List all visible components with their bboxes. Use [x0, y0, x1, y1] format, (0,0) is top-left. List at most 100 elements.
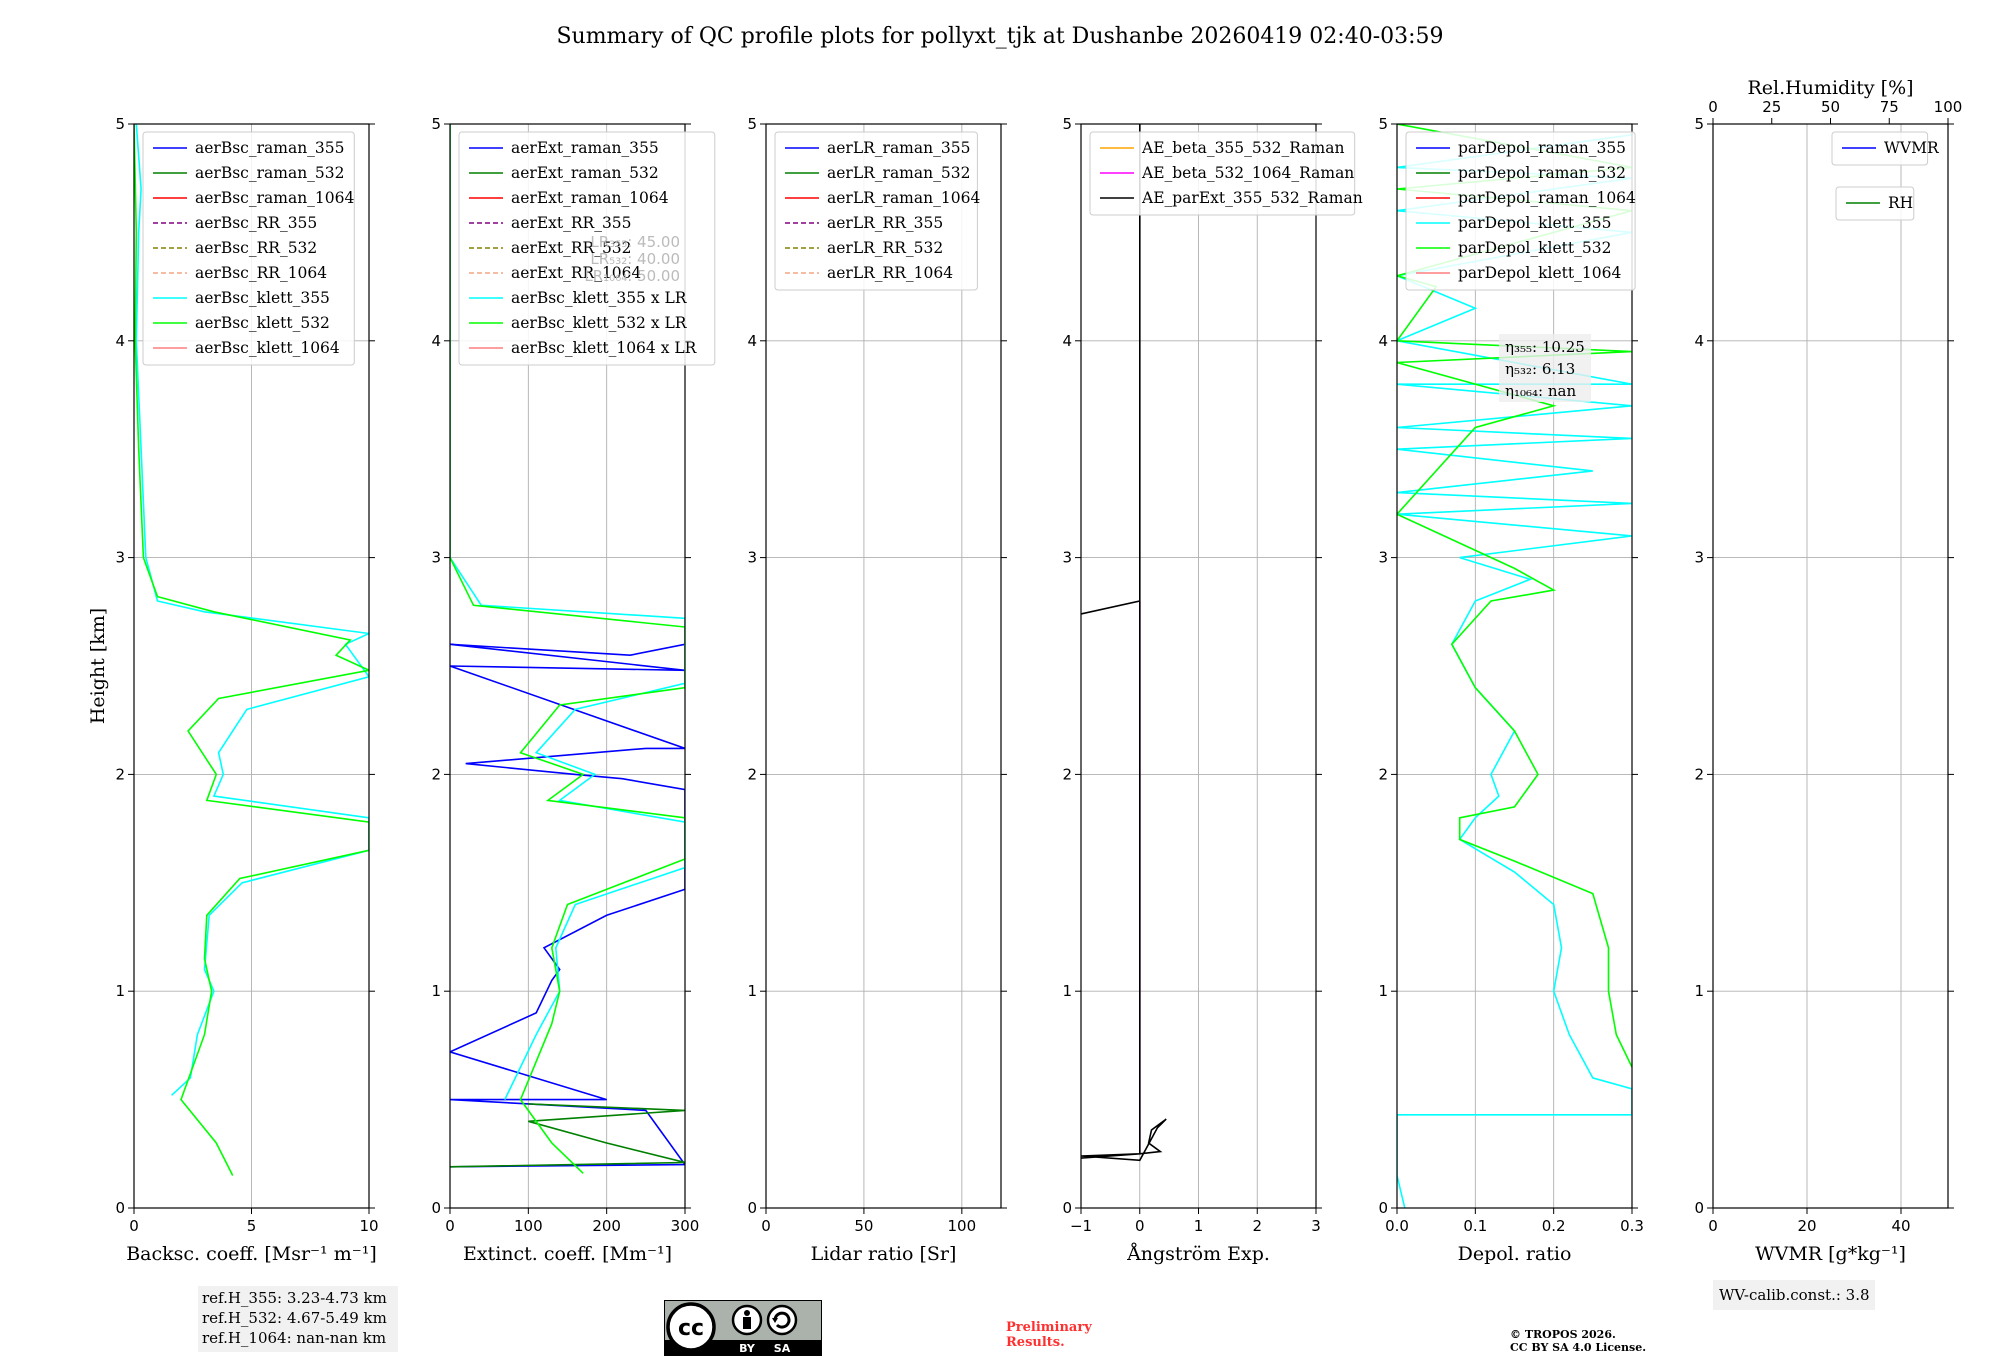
legend-label: WVMR: [1884, 139, 1940, 157]
y-tick-label: 3: [115, 549, 125, 567]
eta-note: η₁₀₆₄: nan: [1505, 382, 1576, 400]
legend-depol: parDepol_raman_355 parDepol_raman_532 parD…: [1405, 131, 1636, 291]
y-tick-label: 0: [431, 1199, 441, 1217]
legend-box: [1089, 131, 1356, 216]
x2-tick-label: 0: [1708, 98, 1718, 116]
y-tick-label: 1: [1694, 982, 1704, 1000]
legend-box: [458, 131, 716, 366]
x-axis-label: Backsc. coeff. [Msr⁻¹ m⁻¹]: [126, 1243, 377, 1265]
legend-label: aerLR_raman_1064: [827, 189, 980, 207]
x-axis-label: WVMR [g*kg⁻¹]: [1755, 1243, 1906, 1265]
y-tick-label: 4: [1062, 332, 1072, 350]
y-tick-label: 2: [1062, 765, 1072, 783]
y-tick-label: 3: [1062, 549, 1072, 567]
eta-box: [1499, 334, 1591, 402]
y-tick-label: 2: [747, 765, 757, 783]
legend-label: aerExt_raman_355: [511, 139, 659, 157]
y-tick-label: 3: [747, 549, 757, 567]
series-aerExt_raman_355: [450, 643, 685, 1168]
x-tick-label: 0: [761, 1217, 771, 1235]
x-tick-label: 5: [247, 1217, 257, 1235]
refh-note: ref.H_1064: nan-nan km: [202, 1329, 386, 1347]
cc-license-logo: cc BY SA: [663, 1299, 823, 1357]
legend-label: aerBsc_raman_1064: [195, 189, 355, 207]
y-tick-label: 5: [1378, 115, 1388, 133]
y-tick-label: 3: [1378, 549, 1388, 567]
legend-box: [774, 131, 978, 291]
x-tick-label: 100: [514, 1217, 543, 1235]
figure-title: Summary of QC profile plots for pollyxt_…: [556, 24, 1443, 49]
legend-label: AE_parExt_355_532_Raman: [1141, 189, 1363, 207]
legend-label: aerLR_raman_355: [827, 139, 970, 157]
legend-label: aerBsc_RR_532: [195, 239, 317, 257]
legend-label: aerBsc_raman_532: [195, 164, 345, 182]
y-tick-label: 1: [747, 982, 757, 1000]
legend-label: parDepol_raman_1064: [1458, 189, 1636, 207]
axes-frame: [1396, 123, 1633, 1209]
x-axis-label: Lidar ratio [Sr]: [811, 1243, 957, 1265]
series-AE_parExt_355_532_Raman: [1081, 124, 1167, 1162]
y-tick-label: 4: [431, 332, 441, 350]
y-tick-label: 4: [115, 332, 125, 350]
legend-label: aerBsc_raman_355: [195, 139, 345, 157]
y-tick-label: 2: [431, 765, 441, 783]
x-tick-label: 2: [1252, 1217, 1262, 1235]
preliminary-line-2: Results.: [1006, 1335, 1065, 1350]
y-tick-label: 5: [115, 115, 125, 133]
x-tick-label: 40: [1891, 1217, 1910, 1235]
series-aerBsc_klett_355 x LR: [450, 124, 685, 1100]
legend-label: parDepol_klett_532: [1458, 239, 1611, 257]
legend-label: parDepol_raman_532: [1458, 164, 1626, 182]
y-tick-label: 0: [1378, 1199, 1388, 1217]
axes-frame: [765, 123, 1002, 1209]
y-tick-label: 2: [1694, 765, 1704, 783]
x2-tick-label: 75: [1880, 98, 1899, 116]
x2-tick-label: 25: [1762, 98, 1781, 116]
y-tick-label: 1: [431, 982, 441, 1000]
series-aerBsc_klett_532: [134, 124, 369, 1176]
series-aerBsc_klett_532 x LR: [450, 124, 685, 1174]
axes-frame: [1712, 123, 1949, 1209]
x-tick-label: 0.1: [1463, 1217, 1487, 1235]
series-aerExt_raman_532: [450, 1103, 685, 1168]
x-tick-label: 0: [1135, 1217, 1145, 1235]
legend-ext: aerExt_raman_355 aerExt_raman_532 aerExt_r…: [458, 131, 716, 366]
panel-ext: 0 100 200 300 0 1 2 3 4 5 Extinct. coeff. [Mm⁻¹] ae…: [431, 115, 716, 1265]
copyright-line-1: © TROPOS 2026.: [1510, 1328, 1616, 1341]
y-tick-label: 4: [1694, 332, 1704, 350]
legend-label: parDepol_klett_355: [1458, 214, 1611, 232]
x-tick-label: 3: [1311, 1217, 1321, 1235]
legend-wvmr: WVMR: [1831, 131, 1940, 166]
cc-sa-label: SA: [774, 1342, 791, 1355]
legend-ae: AE_beta_355_532_Raman AE_beta_532_1064_Ra…: [1089, 131, 1363, 216]
lr-note: LR₁₀₆₄: 50.00: [584, 267, 680, 285]
x-tick-label: 10: [359, 1217, 378, 1235]
legend-label: AE_beta_532_1064_Raman: [1141, 164, 1354, 182]
refh-box: [198, 1286, 398, 1352]
y-tick-label: 5: [431, 115, 441, 133]
x-tick-label: 50: [854, 1217, 873, 1235]
y-tick-label: 5: [747, 115, 757, 133]
series-parDepol_klett_355: [1397, 134, 1632, 1208]
panel-wv: 0 20 40 0 1 2 3 4 5 WVMR [g*kg⁻¹] 0 25 50 75 100 Rel.Hu…: [1694, 77, 1962, 1310]
copyright-line-2: CC BY SA 4.0 License.: [1510, 1341, 1647, 1354]
panel-bsc: 0 5 10 0 1 2 3 4 5 Backsc. coeff. [Msr⁻¹ m⁻¹] Heig…: [87, 115, 398, 1352]
legend-label: aerBsc_klett_355 x LR: [511, 289, 688, 307]
cc-by-sa-icon: cc BY SA: [663, 1299, 823, 1357]
legend-label: aerLR_RR_1064: [827, 264, 953, 282]
x-tick-label: 0.2: [1542, 1217, 1566, 1235]
refh-note: ref.H_355: 3.23-4.73 km: [202, 1289, 387, 1307]
legend-label: aerExt_RR_1064: [511, 264, 642, 282]
x-tick-label: 1: [1194, 1217, 1204, 1235]
x2-tick-label: 50: [1821, 98, 1840, 116]
y-tick-label: 4: [747, 332, 757, 350]
legend-bsc: aerBsc_raman_355 aerBsc_raman_532 aerBsc_r…: [142, 131, 355, 366]
legend-label: aerLR_RR_355: [827, 214, 943, 232]
x-tick-label: 0: [445, 1217, 455, 1235]
refh-note: ref.H_532: 4.67-5.49 km: [202, 1309, 387, 1327]
y-tick-label: 2: [1378, 765, 1388, 783]
legend-label: aerExt_RR_355: [511, 214, 632, 232]
legend-label: aerExt_raman_532: [511, 164, 659, 182]
legend-label: aerLR_raman_532: [827, 164, 970, 182]
